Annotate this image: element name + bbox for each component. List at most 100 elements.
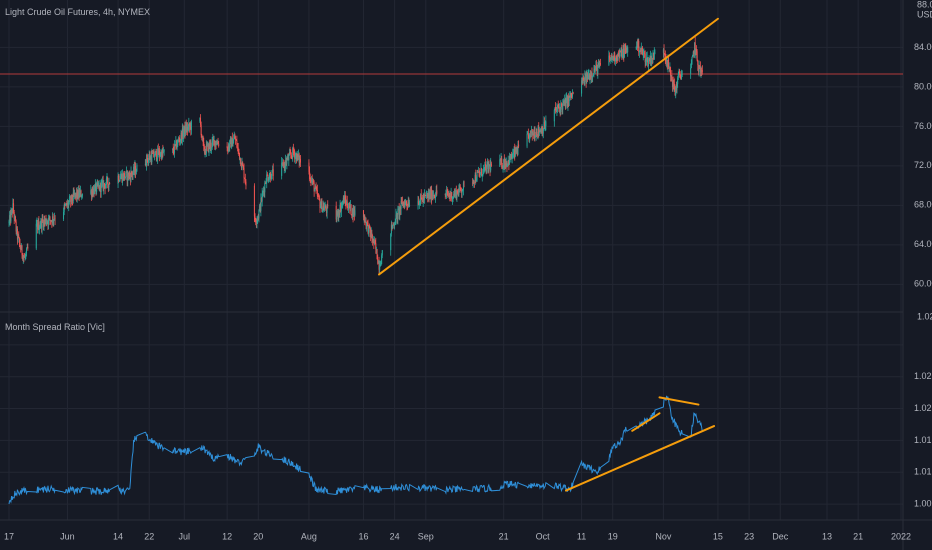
main-y-tick-label: 60.00	[914, 279, 932, 289]
candle-body	[512, 154, 514, 158]
candle-body	[403, 202, 405, 204]
candle-body	[323, 206, 325, 211]
candle-body	[295, 154, 297, 156]
candle-body	[611, 55, 613, 60]
candle-body	[153, 151, 155, 158]
candle-body	[433, 195, 435, 197]
candle-body	[214, 141, 216, 148]
candle-body	[434, 196, 436, 199]
candle-body	[254, 216, 256, 221]
candle-body	[365, 220, 367, 227]
candle-body	[159, 150, 161, 156]
candle-body	[51, 216, 53, 224]
candle-body	[364, 215, 366, 223]
candle-body	[64, 205, 66, 206]
candle-body	[379, 265, 381, 267]
candle-body	[584, 73, 586, 77]
candle-body	[529, 130, 531, 134]
main-y-tick-label: 68.00	[914, 200, 932, 210]
candle-body	[339, 204, 341, 215]
candle-body	[53, 218, 55, 220]
candle-body	[320, 201, 322, 207]
candle-body	[539, 130, 541, 132]
candle-body	[424, 194, 426, 196]
candle-body	[281, 162, 283, 176]
candle-body	[673, 79, 675, 85]
candle-body	[462, 182, 464, 190]
candle-body	[66, 203, 68, 206]
time-tick-label: 16	[358, 531, 368, 541]
candle-body	[348, 208, 350, 210]
candle-body	[488, 164, 490, 166]
candle-body	[160, 152, 162, 156]
candle-body	[151, 153, 153, 163]
indicator-y-tick-label: 1.02	[914, 371, 932, 381]
candle-body	[563, 101, 565, 104]
candle-body	[353, 208, 355, 217]
candle-body	[651, 58, 653, 59]
candle-body	[74, 193, 76, 195]
candle-body	[122, 174, 124, 180]
candle-body	[161, 149, 163, 159]
candle-body	[48, 216, 50, 218]
time-axis[interactable]: 17 Jun 14 22 Jul 12 20 Aug 16 24 Sep 21 Oct 11 19 Nov 15…	[4, 531, 911, 541]
time-tick-label: 19	[608, 531, 618, 541]
candle-body	[349, 203, 351, 209]
candle-body	[146, 154, 148, 161]
candle-body	[208, 143, 210, 152]
candle-body	[351, 208, 353, 216]
candle-body	[572, 92, 574, 94]
candle-body	[472, 182, 474, 184]
main-y-axis[interactable]: 84.00 80.00 76.00 72.00 68.00 64.00 60.00	[914, 42, 932, 289]
candle-body	[16, 228, 18, 232]
candle-body	[484, 164, 486, 168]
candle-body	[460, 189, 462, 193]
candle-body	[130, 171, 132, 181]
candle-body	[364, 220, 366, 223]
candle-body	[127, 172, 129, 179]
indicator-y-axis[interactable]: 1.02 1.02 1.01 1.01 1.00	[914, 371, 932, 508]
candle-body	[103, 183, 105, 190]
candle-body	[340, 204, 342, 212]
candle-body	[176, 145, 178, 149]
candle-body	[257, 217, 259, 219]
candle-body	[534, 131, 536, 138]
candle-body	[477, 172, 479, 173]
candle-body	[589, 74, 591, 81]
candle-body	[203, 142, 205, 147]
candle-body	[419, 201, 421, 205]
candle-body	[158, 150, 160, 155]
candle-body	[557, 105, 559, 109]
candle-body	[190, 125, 192, 131]
candle-body	[475, 180, 477, 182]
candle-body	[317, 195, 319, 197]
candle-body	[18, 237, 20, 243]
candle-body	[362, 210, 364, 218]
trendlines[interactable]	[378, 17, 719, 492]
candle-body	[669, 67, 671, 69]
candle-body	[635, 46, 637, 48]
candle-body	[553, 110, 555, 122]
candle-body	[338, 213, 340, 215]
candle-body	[482, 169, 484, 176]
candle-body	[667, 59, 669, 67]
candle-body	[207, 143, 209, 152]
candle-body	[311, 179, 313, 182]
candle-body	[555, 107, 557, 111]
candle-body	[239, 158, 241, 160]
candle-body	[609, 55, 611, 59]
candle-body	[394, 223, 396, 225]
candle-body	[245, 181, 247, 186]
candle-body	[516, 151, 518, 155]
candle-body	[64, 205, 66, 206]
candle-body	[136, 164, 138, 172]
candle-body	[284, 163, 286, 168]
candle-body	[626, 47, 628, 53]
candle-body	[390, 224, 392, 234]
candle-body	[299, 158, 301, 163]
candle-body	[507, 163, 509, 167]
candle-body	[501, 167, 503, 169]
candle-body	[533, 133, 535, 136]
candle-body	[584, 76, 586, 85]
candle-body	[106, 177, 108, 179]
